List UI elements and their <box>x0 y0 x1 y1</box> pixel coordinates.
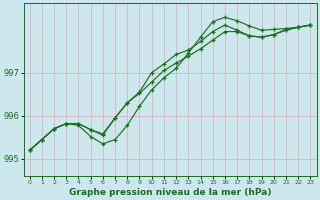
X-axis label: Graphe pression niveau de la mer (hPa): Graphe pression niveau de la mer (hPa) <box>69 188 271 197</box>
